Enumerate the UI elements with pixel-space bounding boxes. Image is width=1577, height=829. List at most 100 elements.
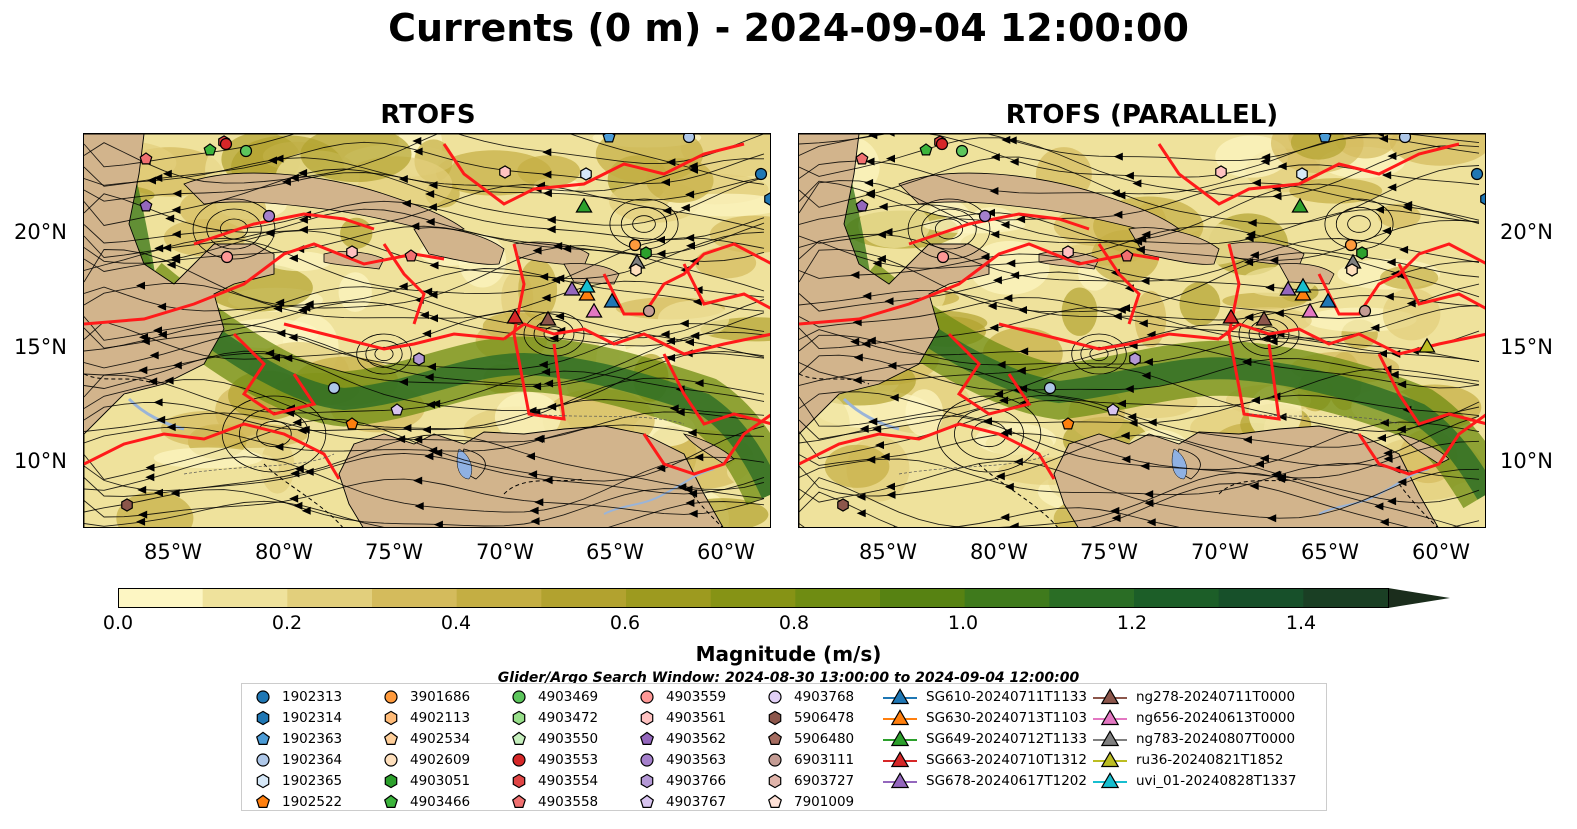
legend-item: SG678-20240617T1202 <box>882 772 1087 790</box>
argo-float-marker <box>219 137 233 151</box>
legend-label: 7901009 <box>794 794 855 810</box>
legend-label: ru36-20240821T1852 <box>1136 752 1284 768</box>
legend-label: 4903766 <box>666 773 727 789</box>
lat-tick-15-right: 15°N <box>1500 335 1553 359</box>
colorbar-segment <box>202 588 288 608</box>
legend-item: uvi_01-20240828T1337 <box>1092 772 1296 790</box>
lat-tick-20-left: 20°N <box>14 220 67 244</box>
island-shape <box>682 433 735 465</box>
argo-float-marker <box>837 498 849 512</box>
legend-label: 5906480 <box>794 731 855 747</box>
circle-marker-icon <box>640 690 654 704</box>
lon-tick-60-right: 60°W <box>1412 540 1470 564</box>
legend-item: 1902363 <box>252 730 342 748</box>
legend-label: SG610-20240711T1133 <box>926 689 1087 705</box>
colorbar-segment <box>1218 588 1304 608</box>
triangle-marker-icon <box>890 751 910 768</box>
map-panel-rtofs-parallel <box>798 133 1486 528</box>
legend-label: 6903111 <box>794 752 855 768</box>
argo-float-marker <box>919 143 933 156</box>
legend-item: SG630-20240713T1103 <box>882 709 1087 727</box>
argo-float-marker <box>978 209 992 223</box>
glider-marker <box>1291 197 1309 213</box>
legend-item: 4902609 <box>380 751 470 769</box>
triangle-marker-icon <box>1100 751 1120 768</box>
legend-item: 4903550 <box>508 730 598 748</box>
figure-title: Currents (0 m) - 2024-09-04 12:00:00 <box>388 6 1189 50</box>
argo-float-marker <box>1106 403 1120 416</box>
colorbar-label: Magnitude (m/s) <box>695 642 882 666</box>
colorbar-segment <box>456 588 542 608</box>
pentagon-marker-icon <box>384 794 398 808</box>
legend-item: SG663-20240710T1312 <box>882 751 1087 769</box>
argo-float-marker <box>628 238 642 252</box>
argo-float-marker <box>1318 134 1332 143</box>
legend-item: 1902522 <box>252 793 342 811</box>
argo-float-marker <box>346 245 358 259</box>
pentagon-marker-icon <box>512 731 526 745</box>
colorbar-segment <box>795 588 881 608</box>
lat-tick-20-right: 20°N <box>1500 220 1553 244</box>
legend-label: SG663-20240710T1312 <box>926 752 1087 768</box>
legend-label: 4903768 <box>794 689 855 705</box>
circle-marker-icon <box>768 690 782 704</box>
glider-marker <box>1294 277 1312 293</box>
argo-float-marker <box>404 249 418 262</box>
legend-item: 4903767 <box>636 793 726 811</box>
legend-item: ng783-20240807T0000 <box>1092 730 1295 748</box>
colorbar-tick: 0.4 <box>440 612 472 634</box>
lon-tick-75-right: 75°W <box>1080 540 1138 564</box>
circle-marker-icon <box>384 753 398 767</box>
legend-label: 4903472 <box>538 710 599 726</box>
legend-item: 3901686 <box>380 688 470 706</box>
legend-item: 4903051 <box>380 772 470 790</box>
colorbar-segment <box>710 588 796 608</box>
colorbar-segment <box>118 588 204 608</box>
legend-item: SG610-20240711T1133 <box>882 688 1087 706</box>
legend-label: 4903466 <box>410 794 471 810</box>
lon-tick-70-right: 70°W <box>1191 540 1249 564</box>
triangle-marker-icon <box>890 688 910 705</box>
legend-item: 4903562 <box>636 730 726 748</box>
legend-item: 4903553 <box>508 751 598 769</box>
argo-float-marker <box>1296 167 1308 181</box>
triangle-marker-icon <box>1100 730 1120 747</box>
circle-marker-icon <box>256 753 270 767</box>
legend-label: 4903563 <box>666 752 727 768</box>
glider-marker <box>1294 285 1312 301</box>
pentagon-marker-icon <box>256 794 270 808</box>
glider-marker <box>1319 292 1337 308</box>
legend-label: 4903562 <box>666 731 727 747</box>
argo-float-marker <box>139 152 153 165</box>
legend-title: Glider/Argo Search Window: 2024-08-30 13… <box>497 670 1080 686</box>
island-shape <box>413 227 505 265</box>
triangle-marker-icon <box>1100 709 1120 726</box>
lat-tick-10-left: 10°N <box>14 449 67 473</box>
argo-float-marker <box>1120 249 1134 262</box>
argo-float-marker <box>345 417 359 430</box>
argo-float-marker <box>1480 192 1485 206</box>
circle-marker-icon <box>512 690 526 704</box>
colorbar-tick: 0.6 <box>609 612 641 634</box>
legend-label: 4903561 <box>666 710 727 726</box>
hexagon-marker-icon <box>256 773 270 789</box>
legend-item: 4903472 <box>508 709 598 727</box>
legend-item: 5906478 <box>764 709 854 727</box>
argo-float-marker <box>936 250 950 264</box>
legend-label: uvi_01-20240828T1337 <box>1136 773 1297 789</box>
glider-marker <box>1301 302 1319 318</box>
legend-item: 4902534 <box>380 730 470 748</box>
lon-tick-85-left: 85°W <box>144 540 202 564</box>
legend-item: 4903469 <box>508 688 598 706</box>
legend-item: 5906480 <box>764 730 854 748</box>
pentagon-marker-icon <box>384 731 398 745</box>
glider-marker <box>563 280 581 296</box>
argo-float-marker <box>1062 245 1074 259</box>
argo-float-marker <box>1398 134 1412 144</box>
legend-item: 1902364 <box>252 751 342 769</box>
legend-item: 4903766 <box>636 772 726 790</box>
colorbar-segment <box>541 588 627 608</box>
pentagon-marker-icon <box>768 731 782 745</box>
lon-tick-70-left: 70°W <box>476 540 534 564</box>
glider-marker <box>578 285 596 301</box>
